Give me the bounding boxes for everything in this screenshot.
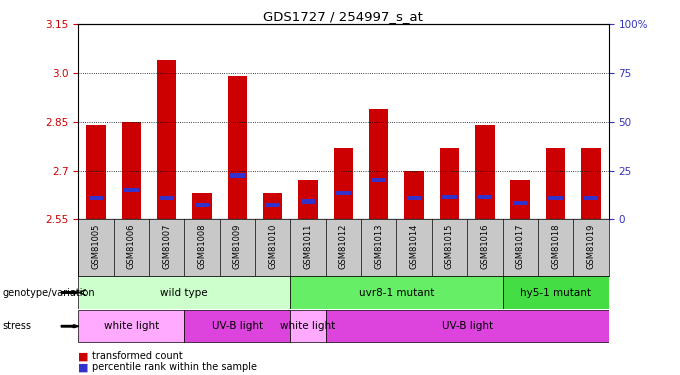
Text: GSM81014: GSM81014 [409, 224, 419, 269]
Bar [407, 196, 422, 200]
Bar [546, 148, 565, 219]
Bar [548, 196, 563, 200]
Bar [265, 202, 280, 207]
Text: GSM81013: GSM81013 [374, 224, 384, 269]
Bar [301, 200, 316, 204]
Text: GSM81018: GSM81018 [551, 224, 560, 269]
Text: genotype/variation: genotype/variation [2, 288, 95, 297]
Text: UV-B light: UV-B light [211, 321, 263, 331]
Bar [290, 310, 326, 342]
Text: ■: ■ [78, 363, 88, 372]
Text: GSM81005: GSM81005 [91, 224, 101, 269]
Bar [583, 196, 598, 200]
Text: transformed count: transformed count [92, 351, 182, 361]
Text: stress: stress [2, 321, 31, 331]
Bar [405, 171, 424, 219]
Bar [326, 310, 609, 342]
Bar [475, 125, 494, 219]
Bar [122, 122, 141, 219]
Bar [511, 180, 530, 219]
Bar [369, 109, 388, 219]
Text: GSM81008: GSM81008 [197, 224, 207, 269]
Bar [371, 178, 386, 183]
Text: percentile rank within the sample: percentile rank within the sample [92, 363, 257, 372]
Text: white light: white light [103, 321, 159, 331]
Title: GDS1727 / 254997_s_at: GDS1727 / 254997_s_at [263, 10, 424, 23]
Text: GSM81015: GSM81015 [445, 224, 454, 269]
Bar [192, 194, 211, 219]
Bar [263, 194, 282, 219]
Text: UV-B light: UV-B light [441, 321, 493, 331]
Bar [157, 60, 176, 219]
Text: GSM81010: GSM81010 [268, 224, 277, 269]
Bar [86, 125, 105, 219]
Bar [78, 276, 290, 309]
Bar [503, 276, 609, 309]
Bar [440, 148, 459, 219]
Text: hy5-1 mutant: hy5-1 mutant [520, 288, 591, 297]
Bar [124, 188, 139, 192]
Bar [299, 180, 318, 219]
Text: GSM81016: GSM81016 [480, 224, 490, 269]
Bar [230, 173, 245, 178]
Text: GSM81007: GSM81007 [162, 224, 171, 269]
Bar [336, 191, 351, 195]
Bar [334, 148, 353, 219]
Bar [78, 310, 184, 342]
Bar [513, 201, 528, 205]
Text: GSM81019: GSM81019 [586, 224, 596, 269]
Text: GSM81017: GSM81017 [515, 224, 525, 269]
Bar [442, 195, 457, 199]
Text: wild type: wild type [160, 288, 208, 297]
Text: white light: white light [280, 321, 336, 331]
Bar [228, 76, 247, 219]
Bar [194, 202, 209, 207]
Text: GSM81009: GSM81009 [233, 224, 242, 269]
Text: GSM81012: GSM81012 [339, 224, 348, 269]
Text: GSM81011: GSM81011 [303, 224, 313, 269]
Bar [184, 310, 290, 342]
Bar [290, 276, 503, 309]
Text: ■: ■ [78, 351, 88, 361]
Bar [159, 196, 174, 200]
Bar [477, 195, 492, 199]
Bar [581, 148, 600, 219]
Text: GSM81006: GSM81006 [126, 224, 136, 269]
Bar [88, 196, 103, 200]
Text: uvr8-1 mutant: uvr8-1 mutant [359, 288, 434, 297]
